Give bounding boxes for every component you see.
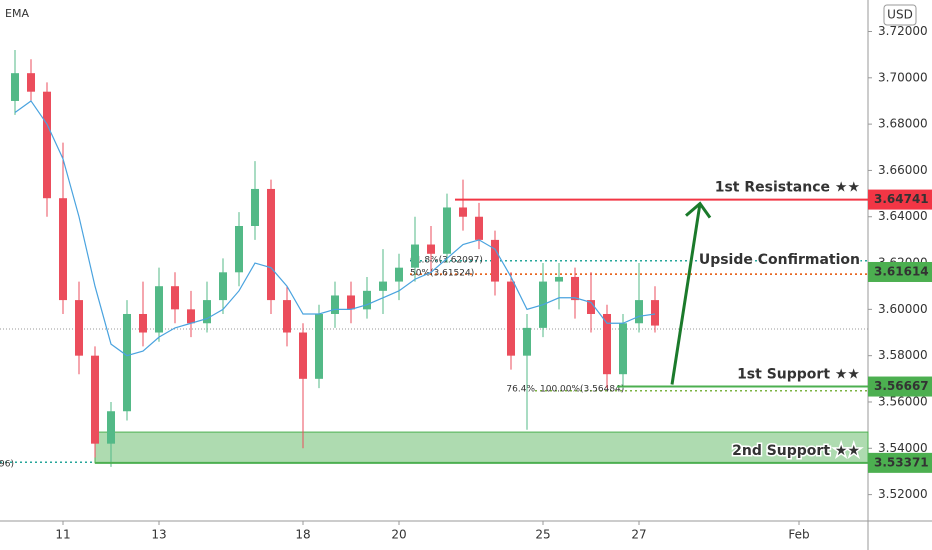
price-box-label: 3.64741 [874, 192, 929, 206]
candle-body [571, 276, 579, 301]
candle-body [331, 295, 339, 314]
candle-body [251, 188, 259, 226]
candle-body [91, 355, 99, 444]
y-tick-label: 3.72000 [878, 24, 928, 38]
x-tick-label: 13 [151, 528, 166, 542]
candle-body [283, 300, 291, 333]
price-box-label: 3.53371 [874, 455, 929, 469]
price-box [868, 189, 932, 210]
candle-body [443, 207, 451, 254]
x-tick-label: 20 [391, 528, 406, 542]
candle-body [379, 281, 387, 291]
candle-body [459, 207, 467, 217]
candle-body [475, 216, 483, 240]
y-tick-label: 3.68000 [878, 117, 928, 131]
x-tick-label: 27 [631, 528, 646, 542]
candle-body [123, 313, 131, 412]
ema-line [14, 100, 656, 357]
y-tick-label: 3.56000 [878, 394, 928, 408]
fib-label: 61.8%(3.62097) [410, 256, 483, 266]
candle-body [11, 73, 19, 101]
currency-box [883, 4, 917, 26]
candle-body [139, 313, 147, 333]
candle-body [395, 267, 403, 282]
candle-body [203, 300, 211, 324]
level-label: 1st Resistance ★★ [715, 180, 860, 196]
level-label: 2nd Support ★★ [732, 443, 860, 459]
candle-body [635, 300, 643, 324]
y-tick-label: 3.70000 [878, 70, 928, 84]
candle-body [235, 225, 243, 273]
price-box [868, 261, 932, 282]
y-tick-label: 3.54000 [878, 441, 928, 455]
x-tick-label: 18 [295, 528, 310, 542]
candle-body [619, 323, 627, 375]
x-tick-label: 25 [535, 528, 550, 542]
candle-body [155, 286, 163, 333]
y-tick-label: 3.58000 [878, 348, 928, 362]
candle-body [411, 244, 419, 268]
candle-body [171, 286, 179, 310]
fib-label: 50%(3.61524) [410, 269, 474, 279]
price-box-label: 3.61614 [874, 264, 929, 278]
candle-body [107, 411, 115, 444]
candle-body [299, 332, 307, 379]
candle-body [523, 327, 531, 356]
candle-body [651, 300, 659, 326]
price-box-label: 3.56667 [874, 379, 929, 393]
currency: USD [887, 8, 913, 22]
arrow-head [685, 201, 712, 219]
candle-body [75, 300, 83, 356]
candle-body [507, 281, 515, 356]
price-box [868, 376, 932, 397]
fib-label: (3.53396) [0, 460, 14, 470]
x-tick-label: 11 [55, 528, 70, 542]
candle-body [363, 290, 371, 310]
candle-body [603, 313, 611, 375]
candle-body [315, 313, 323, 379]
level-label: Upside Confirmation [699, 252, 860, 268]
indicator-label: EMA [5, 7, 29, 20]
candle-body [59, 198, 67, 301]
candle-body [347, 295, 355, 310]
x-tick-label: Feb [788, 528, 809, 542]
y-tick-label: 3.66000 [878, 163, 928, 177]
support-zone [94, 431, 869, 464]
fib-label: 76.4% [506, 385, 535, 395]
candle-body [267, 188, 275, 301]
candle-body [427, 244, 435, 254]
y-tick-label: 3.64000 [878, 209, 928, 223]
candle-body [27, 73, 35, 92]
candle-body [555, 276, 563, 282]
candle-body [587, 300, 595, 314]
y-tick-label: 3.60000 [878, 302, 928, 316]
y-tick-label: 3.52000 [878, 487, 928, 501]
candle-body [219, 272, 227, 301]
level-label: 1st Support ★★ [737, 367, 860, 383]
price-box [868, 452, 932, 473]
fib-label: 100.00%(3.56484) [540, 385, 624, 395]
candle-body [43, 91, 51, 199]
candle-body [187, 309, 195, 324]
candle-body [491, 239, 499, 282]
arrow [670, 203, 702, 385]
